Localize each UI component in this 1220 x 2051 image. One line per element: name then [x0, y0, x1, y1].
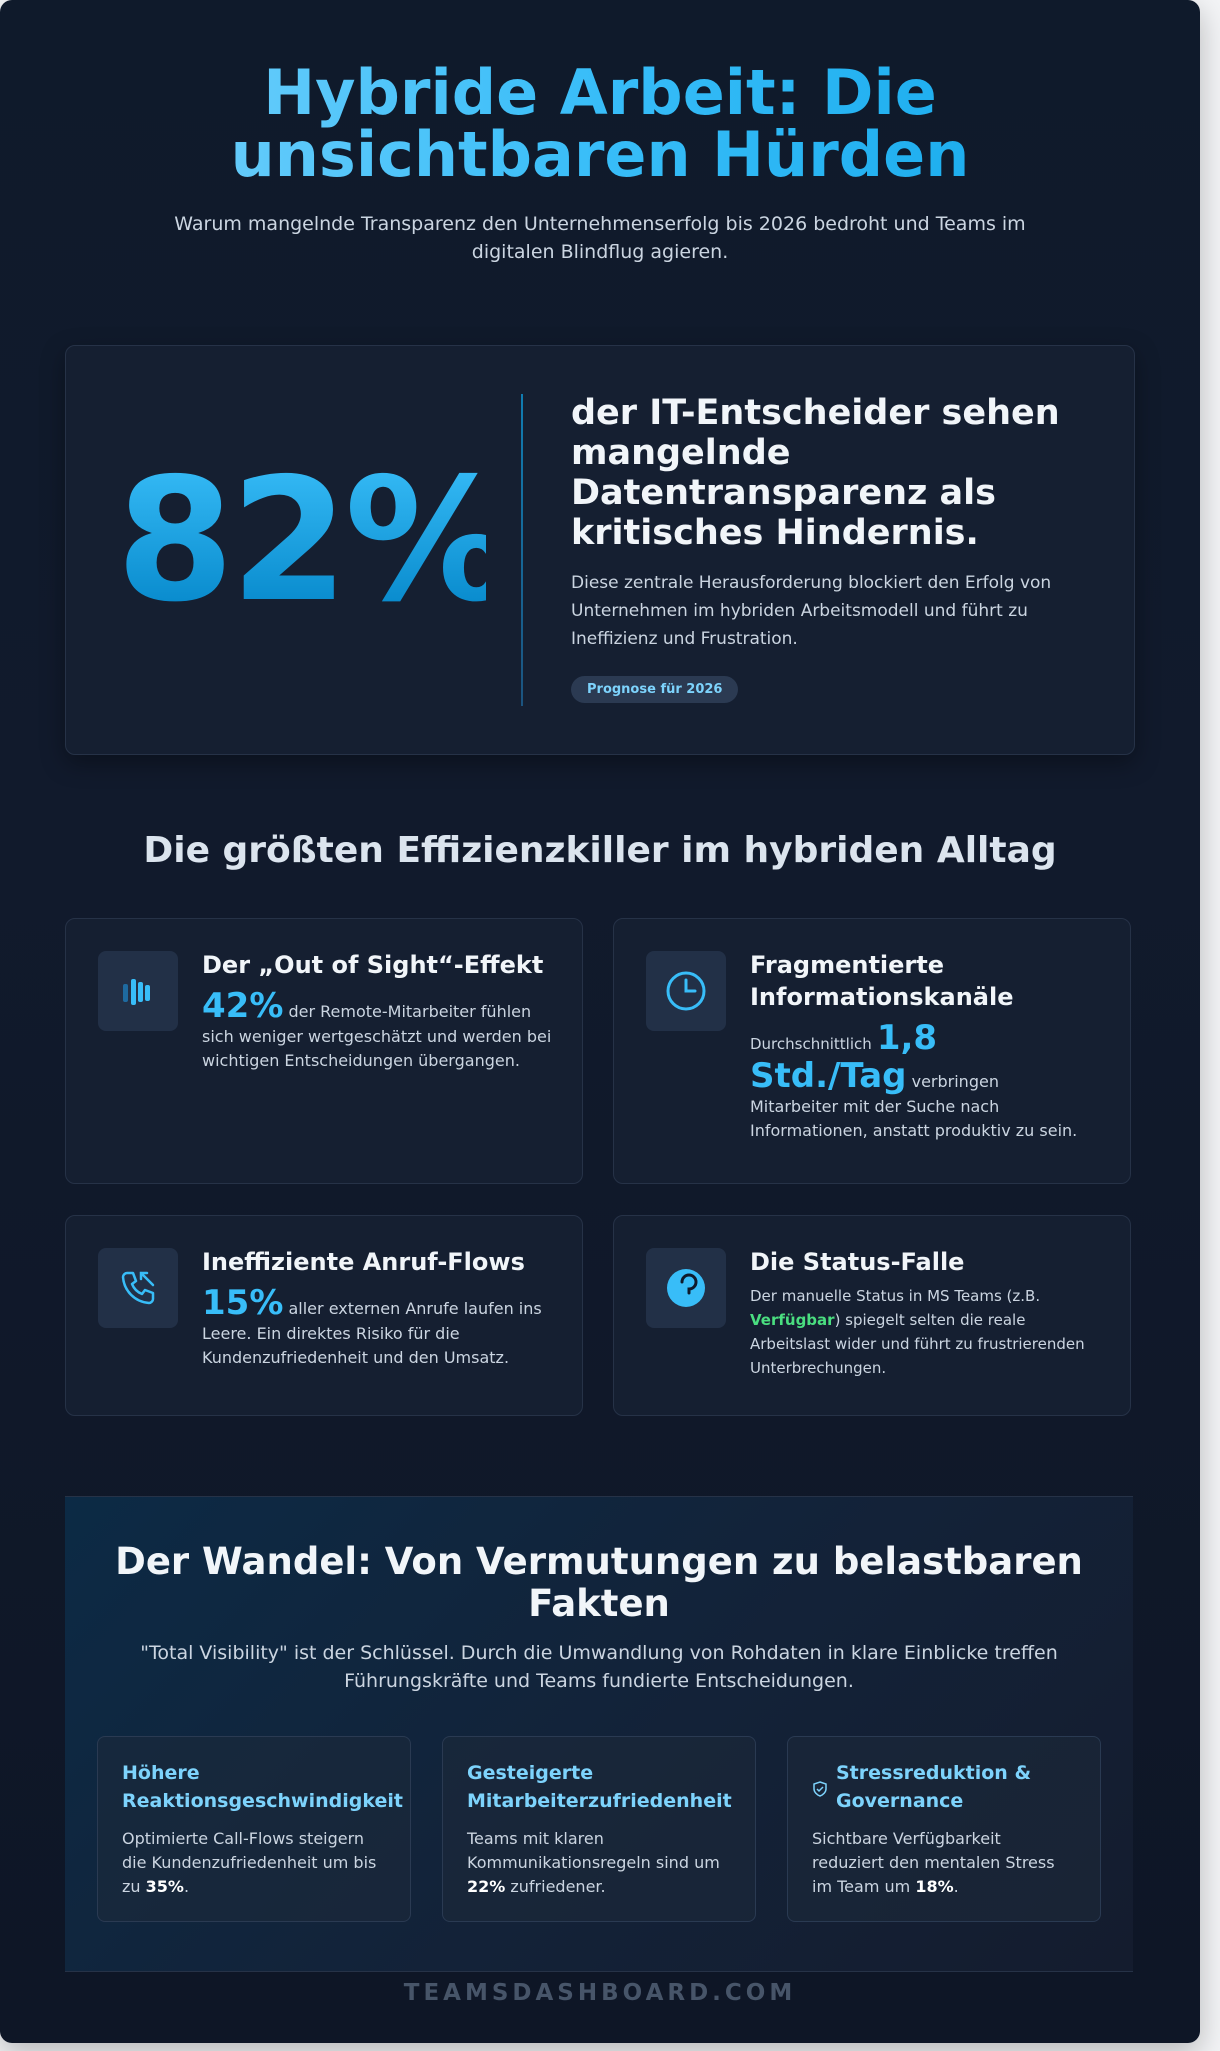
- benefit-suffix: .: [953, 1877, 959, 1896]
- infographic-card: Hybride Arbeit: Die unsichtbaren Hürden …: [0, 0, 1200, 2043]
- signal-bars-icon: [98, 951, 178, 1031]
- transformation-subtitle: "Total Visibility" ist der Schlüssel. Du…: [140, 1642, 1058, 1692]
- key-stat-panel: 82% der IT-Entscheider sehen mangelnde D…: [65, 345, 1135, 755]
- killer-title: Ineffiziente Anruf-Flows: [202, 1248, 525, 1276]
- shield-check-icon: [812, 1781, 828, 1801]
- benefit-text: Optimierte Call-Flows steigern die Kunde…: [122, 1829, 377, 1896]
- benefit-value: 22%: [467, 1877, 506, 1896]
- killer-value: 15%: [202, 1283, 284, 1323]
- key-stat-number: 82%: [116, 442, 515, 640]
- status-available-highlight: Verfügbar: [750, 1311, 835, 1329]
- benefit-card-response: Höhere Reaktionsgeschwindigkeit Optimier…: [97, 1736, 411, 1922]
- killer-card-fragmented-channels: Fragmentierte Informationskanäle Durchsc…: [613, 918, 1131, 1184]
- killer-card-out-of-sight: Der „Out of Sight“-Effekt 42% der Remote…: [65, 918, 583, 1184]
- stat-divider: [521, 394, 523, 706]
- killer-text: der Remote-Mitarbeiter fühlen sich wenig…: [202, 1002, 552, 1070]
- killer-text-before: Der manuelle Status in MS Teams (z.B.: [750, 1287, 1041, 1305]
- status-circle-icon: [646, 1248, 726, 1328]
- footer-brand: TEAMSDASHBOARD.COM: [403, 1980, 797, 2006]
- killer-value: 42%: [202, 986, 284, 1026]
- benefit-text: Sichtbare Verfügbarkeit reduziert den me…: [812, 1829, 1055, 1896]
- killer-title: Fragmentierte Informationskanäle: [750, 951, 1014, 1011]
- killer-pre-text: Durchschnittlich: [750, 1035, 872, 1053]
- forecast-badge: Prognose für 2026: [571, 676, 739, 703]
- benefit-text: Teams mit klaren Kommunikationsregeln si…: [467, 1829, 720, 1872]
- benefit-value: 35%: [145, 1877, 184, 1896]
- section-title: Die größten Effizienzkiller im hybriden …: [143, 830, 1057, 871]
- page-subtitle: Warum mangelnde Transparenz den Unterneh…: [174, 213, 1026, 263]
- benefit-card-satisfaction: Gesteigerte Mitarbeiterzufriedenheit Tea…: [442, 1736, 756, 1922]
- phone-missed-icon: [98, 1248, 178, 1328]
- benefit-card-stress: Stressreduktion & Governance Sichtbare V…: [787, 1736, 1101, 1922]
- killer-value: 1,8 Std./Tag: [750, 1018, 938, 1096]
- killer-card-call-flows: Ineffiziente Anruf-Flows 15% aller exter…: [65, 1215, 583, 1416]
- transformation-title: Der Wandel: Von Vermutungen zu belastbar…: [115, 1540, 1083, 1625]
- benefit-title: Stressreduktion & Governance: [836, 1762, 1032, 1812]
- benefit-value: 18%: [915, 1877, 954, 1896]
- killer-text-after: ) spiegelt selten die reale Arbeitslast …: [750, 1311, 1085, 1377]
- key-stat-description: Diese zentrale Herausforderung blockiert…: [571, 573, 1052, 649]
- transformation-section: Der Wandel: Von Vermutungen zu belastbar…: [65, 1496, 1133, 1972]
- benefit-title: Gesteigerte Mitarbeiterzufriedenheit: [467, 1762, 732, 1812]
- page-title: Hybride Arbeit: Die unsichtbaren Hürden: [0, 62, 1200, 186]
- killer-title: Der „Out of Sight“-Effekt: [202, 951, 544, 979]
- killer-text: verbringen Mitarbeiter mit der Suche nac…: [750, 1072, 1078, 1140]
- killer-title: Die Status-Falle: [750, 1248, 965, 1276]
- clock-icon: [646, 951, 726, 1031]
- key-stat-headline: der IT-Entscheider sehen mangelnde Daten…: [571, 393, 1060, 553]
- benefit-suffix: zufriedener.: [505, 1877, 606, 1896]
- benefit-title: Höhere Reaktionsgeschwindigkeit: [122, 1762, 403, 1812]
- killer-card-status-trap: Die Status-Falle Der manuelle Status in …: [613, 1215, 1131, 1416]
- benefit-suffix: .: [183, 1877, 190, 1896]
- killer-text: aller externen Anrufe laufen ins Leere. …: [202, 1299, 542, 1367]
